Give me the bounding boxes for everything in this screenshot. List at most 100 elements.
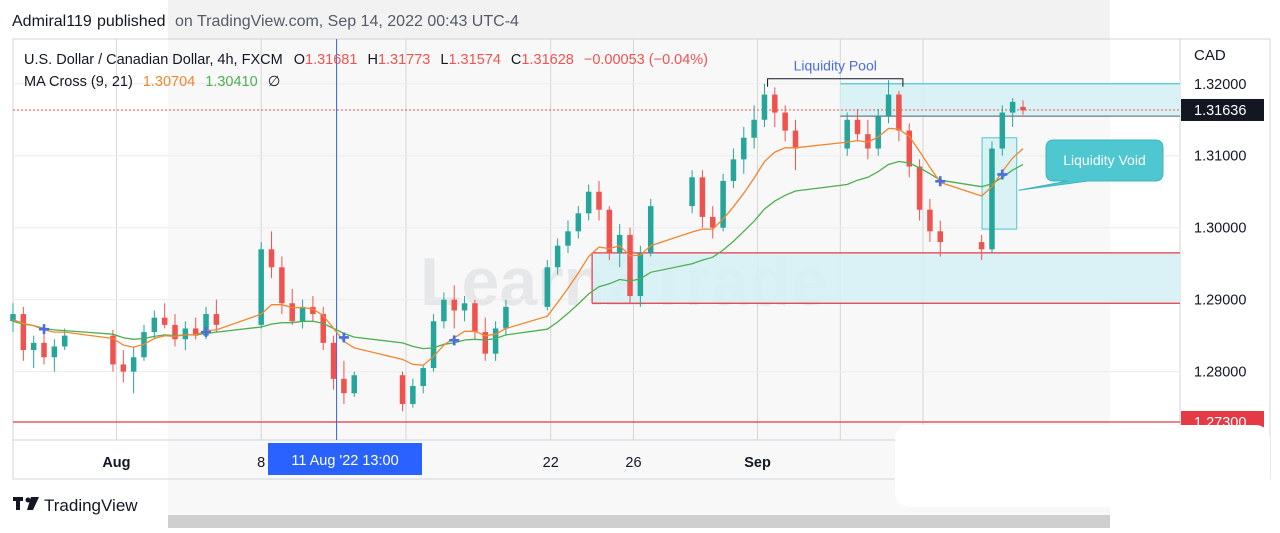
price-axis-currency: CAD [1194, 47, 1226, 64]
candle-body [482, 332, 489, 354]
candle-body [906, 130, 912, 167]
candle-body [192, 328, 199, 336]
screenshot-overlay-top [168, 0, 1110, 40]
candle-body [161, 317, 168, 325]
candle-body [61, 335, 68, 347]
candle-body [844, 119, 850, 149]
candle-body [268, 249, 275, 268]
price-tick-label: 1.29000 [1194, 293, 1246, 309]
candle-body [875, 116, 881, 149]
candle-body [20, 314, 27, 351]
candle-body [885, 94, 892, 117]
candle-body [258, 249, 264, 325]
candle-body [30, 342, 37, 351]
candle-body [896, 94, 902, 131]
candle-body [41, 342, 47, 358]
price-tick-label: 1.32000 [1194, 77, 1246, 93]
ma-cross-marker [201, 327, 212, 338]
price-tick-label: 1.31000 [1194, 149, 1246, 165]
candle-body [761, 94, 768, 120]
candle-body [772, 94, 778, 113]
candle-body [203, 314, 209, 336]
candle-body [937, 231, 944, 243]
candle-body [341, 378, 347, 394]
moving-averages [12, 127, 1024, 366]
candle-body [585, 191, 592, 214]
candle-body [751, 119, 757, 138]
plot-frame [12, 38, 1271, 480]
price-levels [13, 109, 1180, 423]
legend-open-label: O [294, 52, 305, 68]
candle-body [430, 321, 437, 369]
legend-low-value: 1.31574 [448, 52, 500, 68]
last-price-badge [1181, 98, 1264, 121]
legend-ma-slow: 1.30410 [205, 74, 257, 90]
ma-cross-marker [935, 176, 946, 187]
legend-high-label: H [367, 52, 377, 68]
candle-body [172, 324, 178, 340]
liquidity-pool-bracket [767, 78, 904, 87]
candle-body [927, 209, 933, 232]
candle-body [472, 303, 478, 333]
candle-body [627, 234, 633, 297]
candle-body [213, 314, 220, 325]
crosshair-time-label: 11 Aug '22 13:00 [291, 453, 398, 469]
published-word: published [97, 13, 166, 30]
candle-body [320, 314, 326, 343]
time-tick-label: 22 [543, 455, 559, 471]
legend-line-2: MA Cross (9, 21) 1.30704 1.30410 ∅ [24, 74, 280, 90]
candle-body [503, 306, 509, 329]
tradingview-logo-icon[interactable] [13, 497, 39, 510]
candle-body [720, 180, 726, 228]
candle-body [575, 213, 582, 232]
time-tick-label: 26 [625, 455, 641, 471]
legend-change: −0.00053 (−0.04%) [584, 52, 708, 68]
ma-cross-marker [39, 324, 50, 335]
candle-body [420, 368, 426, 387]
legend-low-label: L [440, 52, 448, 68]
time-tick-label: Sep [744, 455, 771, 471]
crosshair-time-badge [268, 443, 422, 475]
candle-body [710, 216, 716, 228]
candle-body [596, 191, 602, 210]
liquidity-void-label: Liquidity Void [1063, 152, 1146, 168]
candle-body [544, 267, 551, 307]
candle-body [151, 317, 158, 333]
candle-body [330, 342, 337, 379]
candle-body [1020, 106, 1026, 111]
candle-body [310, 306, 316, 315]
candle-body [492, 328, 499, 354]
zone-lower [592, 252, 1180, 304]
candle-body [741, 137, 747, 160]
legend-close-label: C [511, 52, 521, 68]
candle-body [399, 375, 406, 405]
candles [10, 80, 1026, 412]
candle-body [606, 209, 613, 253]
candle-body [51, 346, 58, 358]
publisher-name[interactable]: Admiral119 [12, 13, 92, 30]
price-tick-label: 1.30000 [1194, 221, 1246, 237]
time-tick-label: Aug [102, 455, 130, 471]
blank-patch [895, 425, 1270, 507]
candle-body [565, 231, 571, 246]
candle-body [792, 130, 799, 149]
candle-body [299, 306, 306, 322]
candle-body [451, 299, 457, 311]
candle-body [916, 166, 923, 210]
liquidity-pool-label: Liquidity Pool [794, 58, 877, 74]
candle-body [130, 357, 137, 372]
annotations: Liquidity Pool Liquidity Void [767, 58, 1164, 191]
footer-brand[interactable]: TradingView [44, 496, 138, 515]
time-axis[interactable]: Aug 8 11 Aug '22 13:00 22 26 Sep [102, 443, 771, 475]
last-price-label: 1.31636 [1194, 103, 1246, 119]
candle-body [1009, 101, 1016, 113]
candle-body [182, 328, 189, 340]
legend-hide-icon[interactable]: ∅ [268, 74, 281, 90]
candle-body [120, 364, 127, 372]
candle-body [410, 386, 416, 405]
candle-body [441, 299, 447, 322]
legend-close-value: 1.31628 [521, 52, 573, 68]
ma-cross-marker [338, 332, 349, 343]
